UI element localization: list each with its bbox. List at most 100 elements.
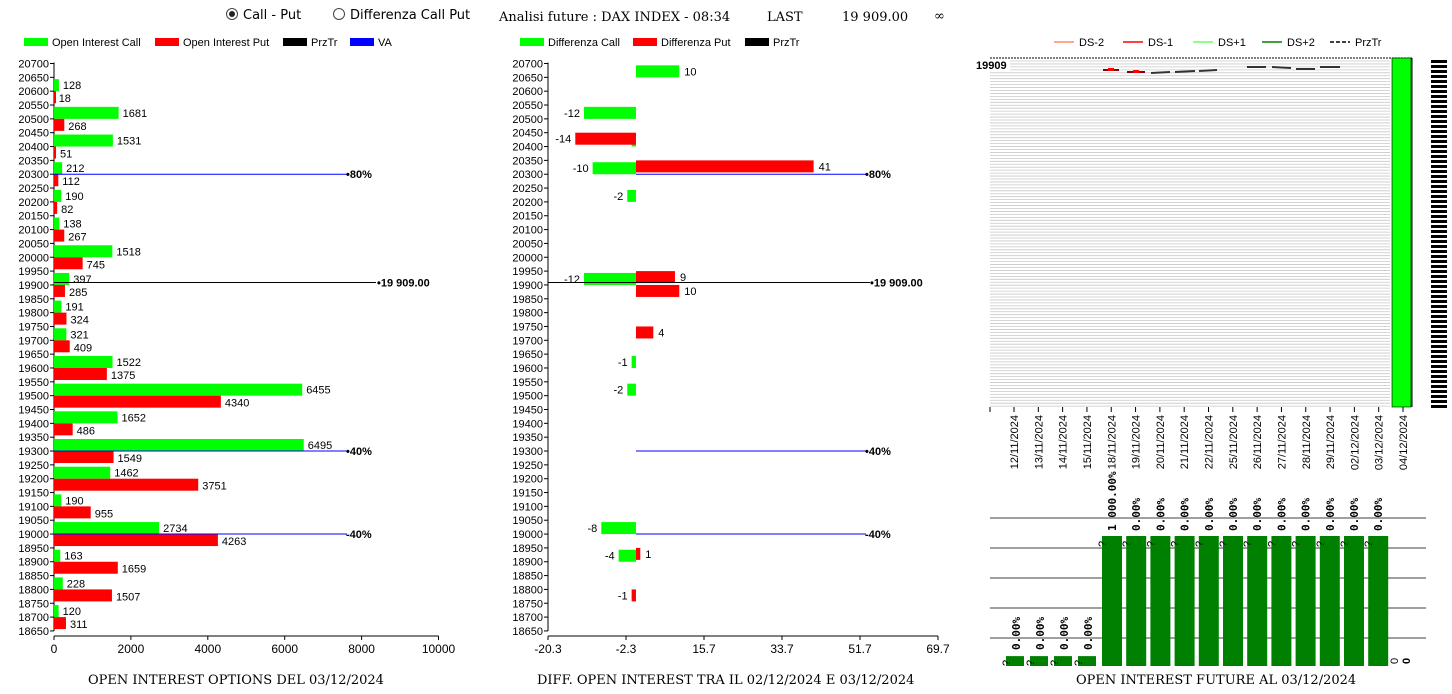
y-tick-label: 19650 <box>18 349 49 361</box>
percent-label: 0.00% <box>1034 617 1047 650</box>
y-tick-label: 19250 <box>512 460 543 472</box>
legend-swatch <box>155 38 179 46</box>
call-value-label: 120 <box>63 606 81 618</box>
x-tick-label: 6000 <box>271 642 298 656</box>
put-value-label: 267 <box>68 232 86 244</box>
put-bar <box>54 201 58 214</box>
y-tick-label: 19150 <box>512 488 543 500</box>
y-tick-label: 19900 <box>512 280 543 292</box>
y-tick-label: 20600 <box>18 86 49 98</box>
date-tick-label: 12/11/2024 <box>1009 415 1021 469</box>
date-tick-label: 19/11/2024 <box>1131 415 1143 469</box>
put-bar <box>54 451 114 464</box>
future-oi-bar <box>1174 536 1195 666</box>
scale-tick <box>1431 365 1447 368</box>
scale-tick <box>1431 265 1447 268</box>
legend-label: Differenza Put <box>661 37 731 49</box>
radio-selected-icon[interactable] <box>226 8 238 20</box>
y-tick-label: 20250 <box>18 183 49 195</box>
date-tick-label: 18/11/2024 <box>1106 415 1118 469</box>
scale-tick <box>1431 110 1447 113</box>
y-tick-label: 19750 <box>18 321 49 333</box>
scale-tick <box>1431 95 1447 98</box>
scale-tick <box>1431 165 1447 168</box>
date-tick-label: 29/11/2024 <box>1325 415 1337 469</box>
scale-tick <box>1431 325 1447 328</box>
footer-difference: DIFF. OPEN INTEREST TRA IL 02/12/2024 E … <box>537 673 915 688</box>
y-tick-label: 20700 <box>512 59 543 71</box>
legend-label: DS-2 <box>1079 37 1104 49</box>
put-bar <box>54 561 118 574</box>
diff-call-bar <box>583 106 636 119</box>
scale-tick <box>1431 210 1447 213</box>
future-oi-bar <box>1150 536 1171 666</box>
va-line-label: •40% <box>346 446 372 458</box>
future-oi-bar <box>1295 536 1316 666</box>
legend-swatch <box>283 38 307 46</box>
call-bar <box>54 383 303 396</box>
x-tick-label: 51.7 <box>848 642 872 656</box>
date-tick-label: 15/11/2024 <box>1082 415 1094 469</box>
scale-tick <box>1431 255 1447 258</box>
scale-tick <box>1431 90 1447 93</box>
scale-tick <box>1431 65 1447 68</box>
y-tick-label: 19550 <box>18 377 49 389</box>
put-bar <box>54 423 73 436</box>
y-tick-label: 19450 <box>512 405 543 417</box>
scale-tick <box>1431 130 1447 133</box>
y-tick-label: 20600 <box>512 86 543 98</box>
y-tick-label: 20100 <box>18 225 49 237</box>
future-oi-bar <box>1126 536 1147 666</box>
call-value-label: 1681 <box>123 108 147 120</box>
date-tick-label: 25/11/2024 <box>1228 415 1240 469</box>
y-tick-label: 18750 <box>512 598 543 610</box>
call-bar <box>54 106 119 119</box>
put-value-label: 955 <box>95 508 113 520</box>
put-value-label: 268 <box>68 121 86 133</box>
y-tick-label: 20450 <box>512 128 543 140</box>
radio-differenza[interactable]: Differenza Call Put <box>333 8 470 23</box>
call-bar <box>54 466 111 479</box>
legend-label: DS+1 <box>1218 37 1246 49</box>
percent-label: 0.00% <box>1372 498 1385 531</box>
diff-call-bar-label: -4 <box>605 551 615 563</box>
x-tick-label: 10000 <box>422 642 456 656</box>
percent-label: 0.00% <box>1227 498 1240 531</box>
call-bar <box>54 355 113 368</box>
percent-label: 0.00% <box>1154 498 1167 531</box>
diff-put-bar <box>635 326 654 339</box>
y-tick-label: 18700 <box>512 612 543 624</box>
x-tick-label: 69.7 <box>926 642 950 656</box>
put-bar <box>54 118 65 131</box>
scale-tick <box>1431 215 1447 218</box>
y-tick-label: 19050 <box>512 515 543 527</box>
y-tick-label: 19850 <box>18 294 49 306</box>
y-tick-label: 18650 <box>18 626 49 638</box>
end-label: 0 <box>1401 658 1413 664</box>
scale-tick <box>1431 355 1447 358</box>
scale-tick <box>1431 405 1447 408</box>
y-tick-label: 19400 <box>18 418 49 430</box>
radio-unselected-icon[interactable] <box>333 8 345 20</box>
put-bar <box>54 478 199 491</box>
y-tick-label: 18800 <box>512 584 543 596</box>
diff-call-bar-label: -2 <box>614 191 624 203</box>
y-tick-label: 19500 <box>512 391 543 403</box>
legend-future: DS-2 DS-1 DS+1 DS+2 PrzTr <box>1054 37 1382 49</box>
y-tick-label: 20300 <box>18 169 49 181</box>
radio-call-put[interactable]: Call - Put <box>226 8 301 23</box>
legend-swatch <box>350 38 374 46</box>
infinity-symbol: ∞ <box>934 9 945 24</box>
y-tick-label: 20650 <box>18 72 49 84</box>
diff-put-bar <box>631 589 636 602</box>
question-label: ? <box>1121 541 1133 547</box>
diff-put-bar-label: 1 <box>645 549 651 561</box>
date-tick-label: 03/12/2024 <box>1374 415 1386 470</box>
y-tick-label: 20500 <box>512 114 543 126</box>
future-oi-bar <box>1102 536 1122 666</box>
y-tick-label: 18750 <box>18 598 49 610</box>
future-price-chart: 19909 12/11/2024 13/11/2024 14/11/2024 15/11… <box>974 57 1447 470</box>
put-bar <box>54 257 83 270</box>
x-tick-label: 4000 <box>194 642 221 656</box>
question-label: ? <box>1242 541 1254 547</box>
